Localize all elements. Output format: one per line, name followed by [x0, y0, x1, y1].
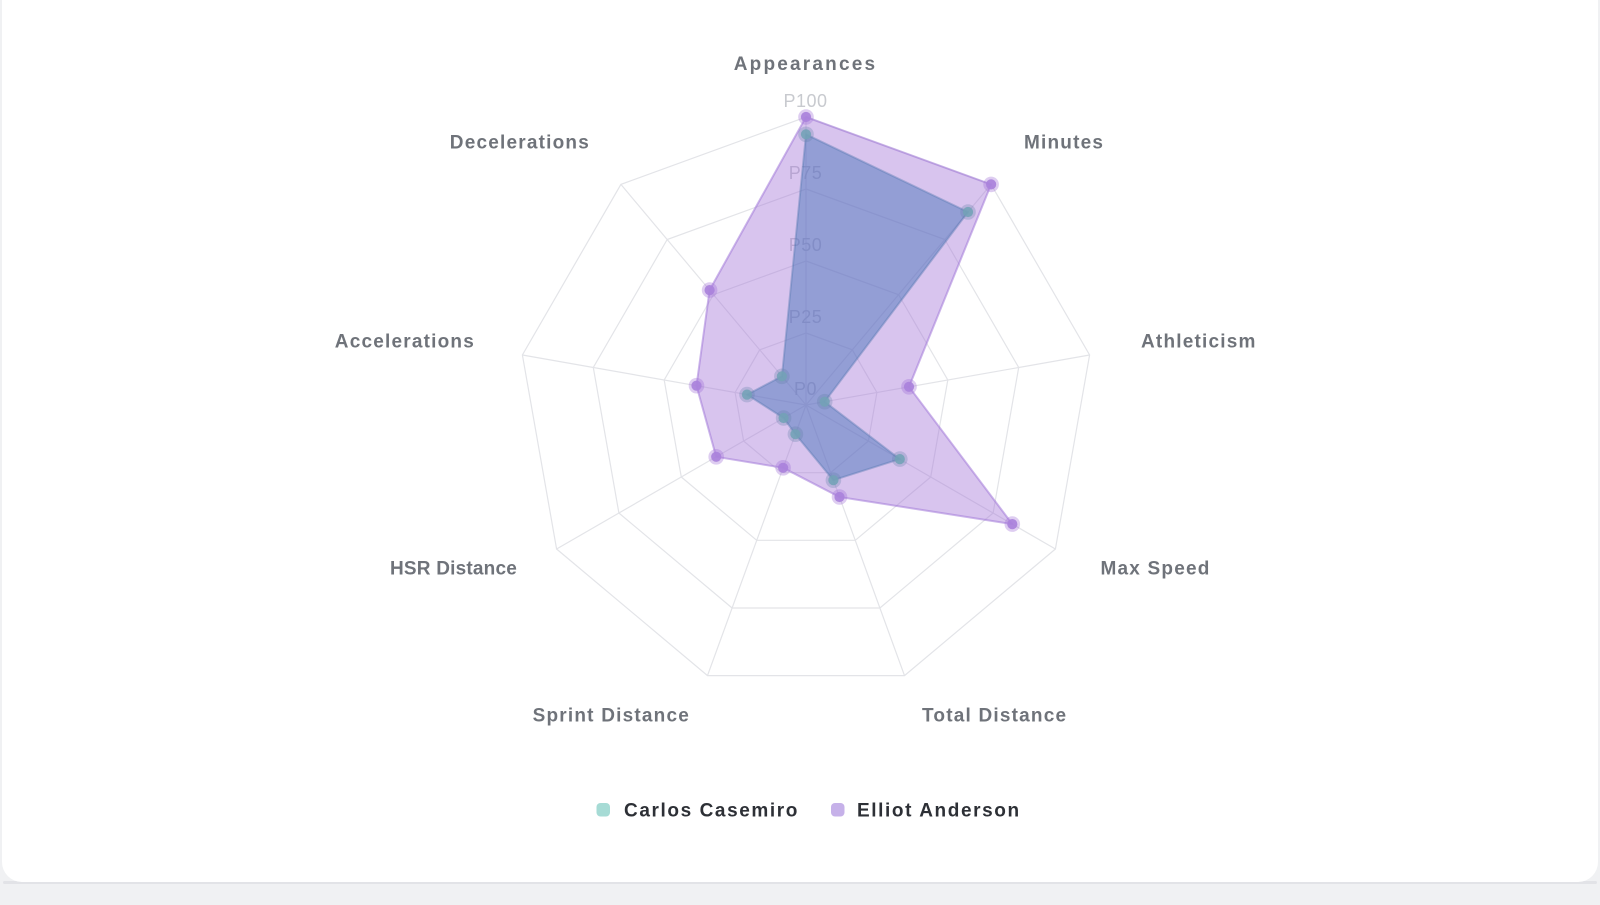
- svg-text:Minutes: Minutes: [1024, 133, 1104, 154]
- svg-text:Carlos Casemiro: Carlos Casemiro: [624, 801, 799, 822]
- svg-text:Appearances: Appearances: [734, 54, 878, 75]
- svg-text:P0: P0: [794, 379, 817, 399]
- svg-text:P100: P100: [783, 91, 827, 111]
- svg-text:Decelerations: Decelerations: [450, 133, 590, 154]
- svg-text:HSR Distance: HSR Distance: [390, 559, 517, 580]
- svg-text:P75: P75: [789, 163, 823, 183]
- svg-text:Sprint Distance: Sprint Distance: [533, 706, 690, 727]
- svg-text:Elliot Anderson: Elliot Anderson: [857, 801, 1021, 822]
- svg-text:P50: P50: [789, 235, 823, 255]
- svg-text:Max Speed: Max Speed: [1101, 559, 1211, 580]
- svg-text:Athleticism: Athleticism: [1141, 332, 1257, 353]
- svg-text:P25: P25: [789, 307, 823, 327]
- svg-text:Total Distance: Total Distance: [922, 706, 1067, 727]
- svg-text:Accelerations: Accelerations: [335, 332, 475, 353]
